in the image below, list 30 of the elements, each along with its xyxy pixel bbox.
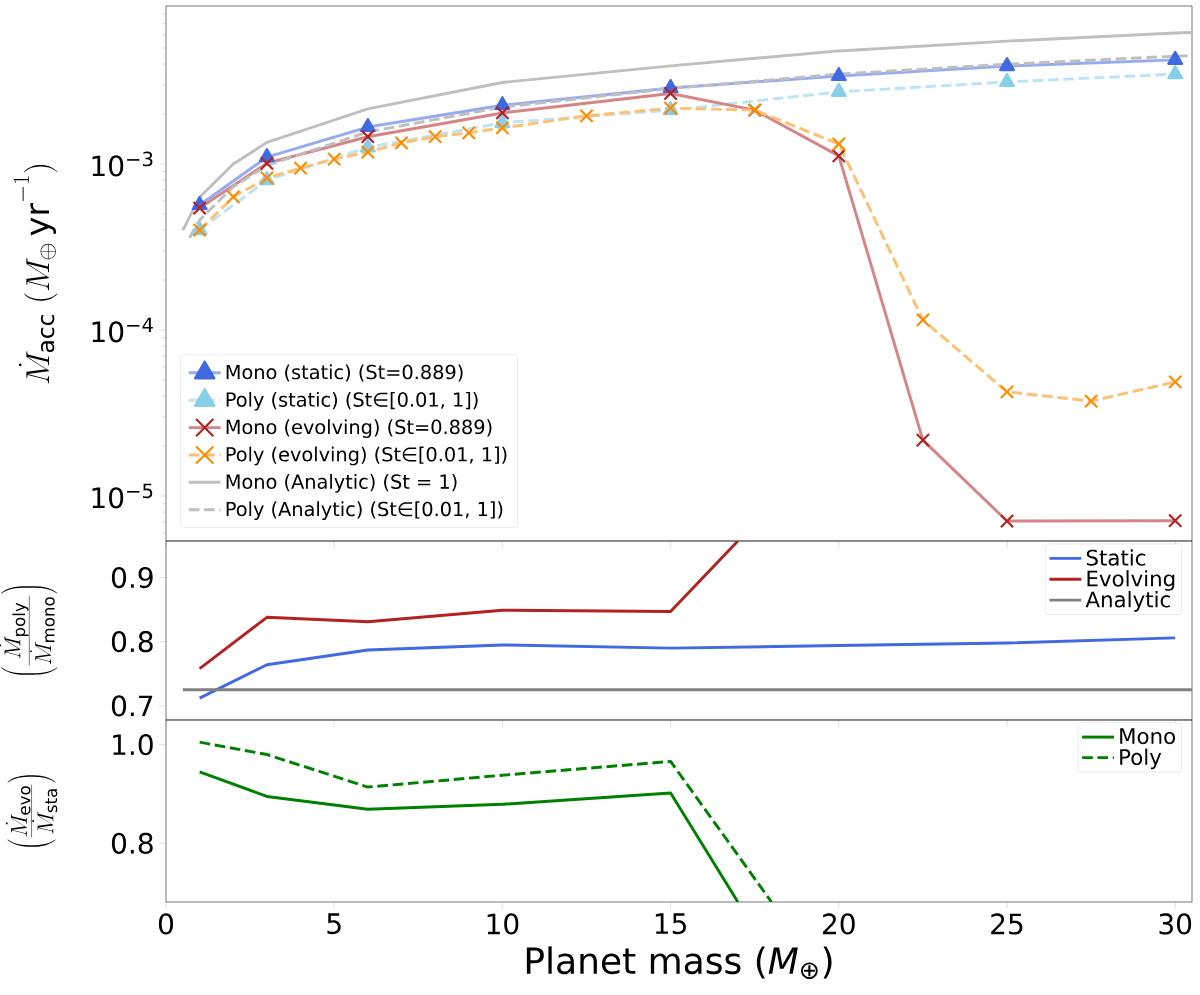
x-axis-title: Planet mass (M$_{⊕}$) [526, 946, 832, 980]
x-tick-label: 15 [655, 913, 686, 935]
y-tick-label: 0.8 [111, 631, 153, 653]
x-tick-label: 0 [158, 913, 174, 935]
x-tick-label: 5 [327, 913, 341, 935]
legend-label: Mono (static) (St=0.889) [226, 364, 463, 382]
y-tick-label: 0.9 [111, 566, 153, 589]
legend-label: Poly (evolving) (St∈[0.01, 1]) [226, 446, 507, 466]
legend-label: Poly [1120, 748, 1162, 770]
y-axis-title: $\dot{M}_{\mathrm{acc}}\;(M_{\oplus}\,\mathrm{yr}^{-1})$ [13, 165, 58, 384]
legend-label: Poly (static) (St∈[0.01, 1]) [226, 391, 478, 411]
x-tick-label: 25 [991, 913, 1023, 935]
legend-label: Analytic [1085, 591, 1170, 612]
legend-label: Mono (evolving) (St=0.889) [226, 419, 492, 438]
y-tick-label: 10$^{−5}$ [92, 483, 153, 509]
y-tick-label: 1.0 [113, 734, 153, 756]
legend-label: Poly (Analytic) (St∈[0.01, 1]) [226, 501, 503, 521]
legend-label: Static [1086, 549, 1146, 566]
y-tick-label: 10$^{−3}$ [92, 151, 153, 177]
x-tick-label: 30 [1159, 913, 1192, 935]
y-axis-title: $\left(\frac{\dot{M}_{\mathrm{evo}}}{\dot{M}_{\mathrm{sta}}}\right)$ [5, 775, 58, 847]
legend-label: Evolving [1087, 570, 1175, 591]
x-tick-label: 10 [487, 913, 519, 935]
y-tick-label: 0.7 [111, 695, 153, 717]
legend-label: Mono (Analytic) (St = 1) [226, 473, 457, 493]
y-tick-label: 0.8 [111, 832, 153, 854]
y-axis-title: $\left(\frac{\dot{M}_{\mathrm{poly}}}{\dot{M}_{\mathrm{mono}}}\right)$ [0, 586, 58, 675]
x-tick-label: 20 [823, 913, 855, 935]
legend-label: Mono [1120, 728, 1175, 745]
y-tick-label: 10$^{−4}$ [92, 317, 153, 343]
